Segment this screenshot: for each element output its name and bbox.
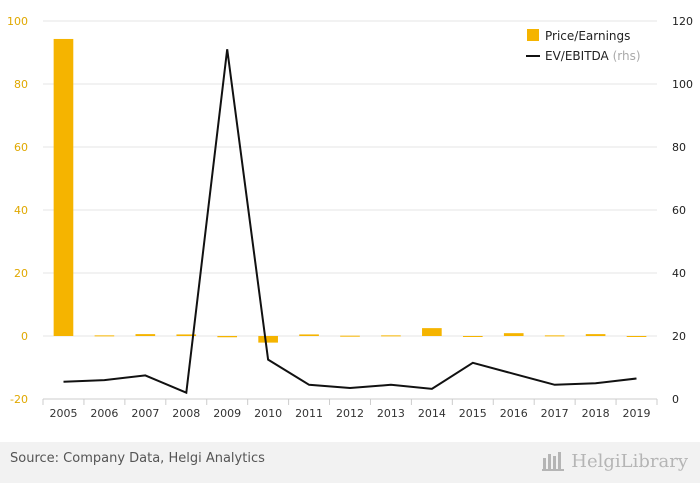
x-axis-tick-label: 2019 xyxy=(623,407,651,420)
left-axis-tick-label: 0 xyxy=(21,330,28,343)
line-series-ev-ebitda xyxy=(63,49,637,395)
legend-label-price-earnings: Price/Earnings xyxy=(545,29,630,43)
x-axis-tick-label: 2007 xyxy=(131,407,159,420)
x-axis-tick-label: 2017 xyxy=(541,407,569,420)
x-axis-tick-label: 2011 xyxy=(295,407,323,420)
x-axis-tick-label: 2006 xyxy=(90,407,118,420)
x-axis: 2005 2006 2007 2008 2009 2010 2011 2012 2013 2014… xyxy=(42,398,658,420)
footer: Source: Company Data, Helgi Analytics He… xyxy=(0,442,700,483)
right-axis-tick-label: 100 xyxy=(672,78,693,91)
bar xyxy=(503,333,524,336)
x-axis-tick-label: 2018 xyxy=(582,407,610,420)
x-axis-tick-label: 2013 xyxy=(377,407,405,420)
x-axis-tick-label: 2008 xyxy=(172,407,200,420)
x-axis-tick-label: 2014 xyxy=(418,407,446,420)
legend-swatch-bar xyxy=(527,29,539,41)
library-icon xyxy=(542,452,565,471)
x-axis-tick-label: 2005 xyxy=(49,407,77,420)
line-path xyxy=(63,49,637,395)
bar xyxy=(53,38,74,337)
source-text: Source: Company Data, Helgi Analytics xyxy=(10,451,265,466)
right-axis-tick-label: 20 xyxy=(672,330,686,343)
bar xyxy=(94,335,115,337)
legend: Price/Earnings EV/EBITDA (rhs) xyxy=(526,29,641,63)
bar xyxy=(544,335,565,337)
x-axis-tick-label: 2015 xyxy=(459,407,487,420)
legend-label-rhs: (rhs) xyxy=(613,49,641,63)
bar xyxy=(585,334,606,336)
bar xyxy=(258,336,278,343)
left-axis-tick-label: -20 xyxy=(10,393,28,406)
bar xyxy=(340,335,360,337)
bar-series-price-earnings xyxy=(53,38,647,343)
bar xyxy=(217,336,238,338)
left-axis-tick-label: 60 xyxy=(14,141,28,154)
left-axis-tick-label: 100 xyxy=(7,15,28,28)
left-axis-tick-label: 80 xyxy=(14,78,28,91)
left-axis-tick-label: 40 xyxy=(14,204,28,217)
logo-wordmark: HelgiLibrary xyxy=(571,450,688,472)
bar xyxy=(135,334,156,336)
right-axis-tick-label: 120 xyxy=(672,15,693,28)
right-axis-tick-label: 0 xyxy=(672,393,679,406)
bar xyxy=(299,334,319,336)
bar xyxy=(422,328,442,336)
helgi-library-logo: HelgiLibrary xyxy=(542,448,688,474)
legend-label-ev-ebitda-text: EV/EBITDA xyxy=(545,49,610,63)
left-axis-tick-label: 20 xyxy=(14,267,28,280)
right-axis-tick-label: 60 xyxy=(672,204,686,217)
x-axis-tick-label: 2010 xyxy=(254,407,282,420)
x-axis-tick-label: 2009 xyxy=(213,407,241,420)
legend-label-ev-ebitda: EV/EBITDA (rhs) xyxy=(545,49,641,63)
x-axis-tick-label: 2012 xyxy=(336,407,364,420)
left-axis-ticks: -20 0 20 40 60 80 100 xyxy=(7,15,28,406)
gridlines xyxy=(43,20,657,400)
right-axis-tick-label: 80 xyxy=(672,141,686,154)
combo-chart: -20 0 20 40 60 80 100 0 20 40 60 80 100 120 2005 2006… xyxy=(7,15,693,420)
x-axis-tick-label: 2016 xyxy=(500,407,528,420)
bar xyxy=(176,334,197,336)
right-axis-tick-label: 40 xyxy=(672,267,686,280)
right-axis-ticks: 0 20 40 60 80 100 120 xyxy=(672,15,693,406)
bar xyxy=(381,335,401,337)
bar xyxy=(462,336,483,337)
bar xyxy=(626,336,647,337)
